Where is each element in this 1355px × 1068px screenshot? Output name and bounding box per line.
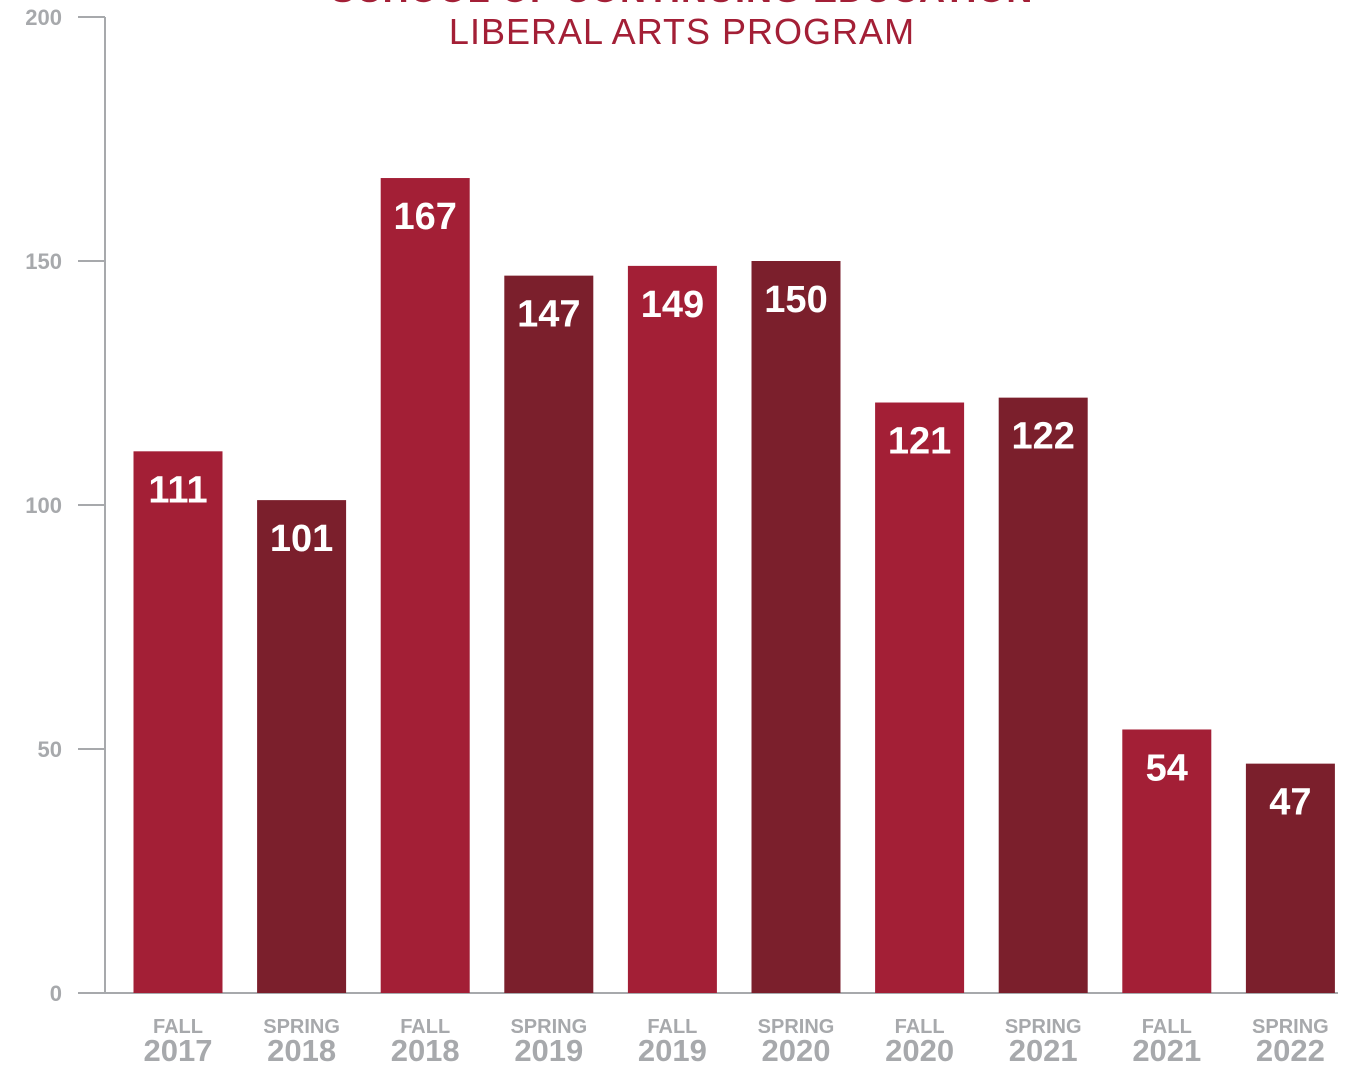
bar bbox=[1245, 763, 1335, 993]
x-tick-year-label: 2019 bbox=[514, 1033, 583, 1068]
bar bbox=[998, 397, 1088, 993]
bar-value-label: 111 bbox=[148, 469, 207, 511]
x-tick-year-label: 2020 bbox=[762, 1033, 831, 1068]
y-tick-label: 0 bbox=[50, 981, 62, 1006]
y-tick-label: 50 bbox=[38, 737, 62, 762]
bar bbox=[504, 275, 594, 993]
bar bbox=[875, 402, 965, 993]
chart-subtitle: LIBERAL ARTS PROGRAM bbox=[449, 11, 915, 52]
data-labels: 111 101 167 147 149 150 121 122 54 47 bbox=[148, 196, 1311, 824]
x-tick-year-label: 2021 bbox=[1009, 1033, 1078, 1068]
x-tick-term-label: FALL bbox=[647, 1016, 697, 1038]
x-tick-term-label: FALL bbox=[895, 1016, 945, 1038]
bar-value-label: 101 bbox=[270, 518, 333, 560]
bar-value-label: 149 bbox=[641, 284, 704, 326]
x-tick-term-label: FALL bbox=[400, 1016, 450, 1038]
x-tick-term-label: SPRING bbox=[263, 1016, 340, 1038]
x-tick-year-label: 2017 bbox=[144, 1033, 213, 1068]
x-tick-term-label: SPRING bbox=[1252, 1016, 1329, 1038]
x-tick-term-label: FALL bbox=[153, 1016, 203, 1038]
x-tick-year-label: 2021 bbox=[1132, 1033, 1201, 1068]
y-tick-label: 150 bbox=[25, 249, 62, 274]
bar-value-label: 54 bbox=[1146, 747, 1188, 789]
y-tick-label: 200 bbox=[25, 5, 62, 30]
bar bbox=[257, 500, 347, 993]
x-tick-term-label: FALL bbox=[1142, 1016, 1192, 1038]
x-tick-year-label: 2018 bbox=[391, 1033, 460, 1068]
bar bbox=[751, 261, 841, 993]
bars bbox=[133, 178, 1335, 994]
x-tick-year-label: 2020 bbox=[885, 1033, 954, 1068]
bar bbox=[133, 451, 223, 993]
x-tick-year-label: 2019 bbox=[638, 1033, 707, 1068]
bar-value-label: 121 bbox=[888, 421, 951, 463]
x-tick-term-label: SPRING bbox=[1005, 1016, 1082, 1038]
x-tick-term-label: SPRING bbox=[758, 1016, 835, 1038]
y-tick-label: 100 bbox=[25, 493, 62, 518]
bar bbox=[380, 178, 470, 994]
x-axis-labels: FALL2017SPRING2018FALL2018SPRING2019FALL… bbox=[144, 1016, 1329, 1068]
bar-value-label: 150 bbox=[764, 279, 827, 321]
bar-value-label: 147 bbox=[517, 294, 580, 336]
bar bbox=[627, 265, 717, 993]
bar-value-label: 167 bbox=[393, 196, 456, 238]
bar-value-label: 47 bbox=[1269, 782, 1311, 824]
x-tick-term-label: SPRING bbox=[510, 1016, 587, 1038]
bar bbox=[1122, 729, 1212, 993]
bar-value-label: 122 bbox=[1011, 416, 1074, 458]
x-tick-year-label: 2022 bbox=[1256, 1033, 1325, 1068]
chart-title: SCHOOL OF CONTINUING EDUCATION bbox=[331, 0, 1034, 10]
x-tick-year-label: 2018 bbox=[267, 1033, 336, 1068]
